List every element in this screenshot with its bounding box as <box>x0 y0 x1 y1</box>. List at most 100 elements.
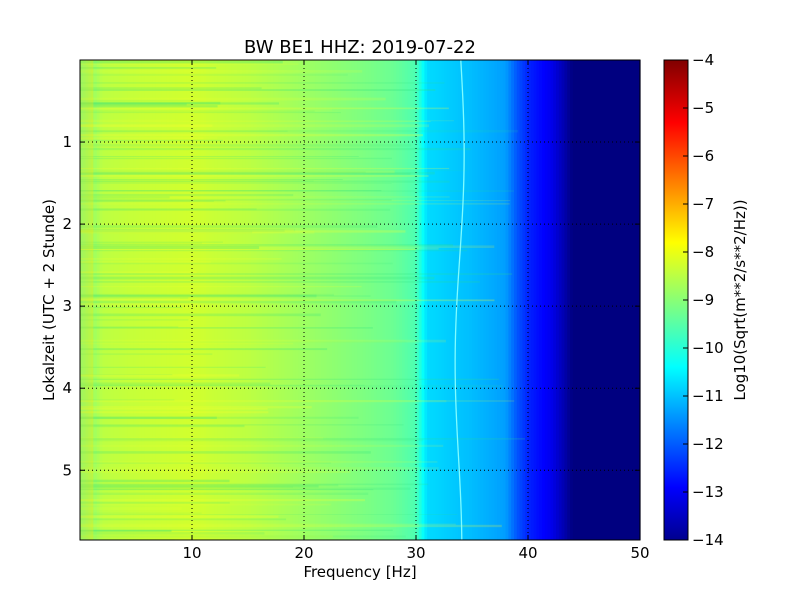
heatmap-stripe <box>80 171 366 173</box>
heatmap-stripe <box>80 535 334 538</box>
heatmap-stripe <box>80 424 245 428</box>
colorbar-ticks: −4 −5 −6 −7 −8 −9 −10 −11 −12 −13 −14 <box>683 51 724 549</box>
heatmap-band <box>435 60 439 540</box>
heatmap-stripe <box>80 460 438 463</box>
heatmap-band <box>236 60 241 540</box>
heatmap-band <box>264 60 269 540</box>
heatmap-band <box>348 60 353 540</box>
heatmap-band <box>592 60 596 540</box>
heatmap-stripe <box>80 479 230 483</box>
heatmap-stripe <box>80 276 435 280</box>
heatmap-band <box>183 60 187 540</box>
heatmap-band <box>130 60 134 540</box>
heatmap-band <box>376 60 381 540</box>
heatmap-band <box>393 60 397 540</box>
heatmap-band <box>530 60 535 540</box>
x-tick-label: 30 <box>406 544 425 562</box>
heatmap-stripe <box>80 483 429 486</box>
heatmap-band <box>572 60 577 540</box>
heatmap-band <box>620 60 624 540</box>
heatmap-band <box>623 60 627 540</box>
heatmap-stripe <box>80 374 173 376</box>
heatmap-band <box>147 60 151 540</box>
heatmap-band <box>438 60 442 540</box>
heatmap-stripe <box>80 242 203 244</box>
heatmap-band <box>267 60 271 540</box>
heatmap-stripe <box>80 416 359 419</box>
heatmap-stripe <box>80 411 269 414</box>
heatmap-stripe <box>80 196 170 199</box>
heatmap-band <box>337 60 341 540</box>
chart-title: BW BE1 HHZ: 2019-07-22 <box>244 37 476 58</box>
grid-lines <box>80 60 640 540</box>
heatmap-band <box>273 60 277 540</box>
heatmap-band <box>127 60 131 540</box>
colorbar-tick-label: −10 <box>692 339 724 357</box>
heatmap-band <box>416 60 420 540</box>
heatmap-stripe <box>80 99 195 102</box>
heatmap-band <box>290 60 294 540</box>
heatmap-band <box>362 60 367 540</box>
heatmap-band <box>631 60 635 540</box>
heatmap-band <box>329 60 333 540</box>
heatmap-band <box>463 60 467 540</box>
heatmap-band <box>295 60 299 540</box>
heatmap-stripe <box>80 229 285 232</box>
heatmap-stripe <box>80 529 393 531</box>
colorbar-tick-label: −4 <box>692 51 714 69</box>
heatmap-band <box>413 60 417 540</box>
heatmap-band <box>152 60 157 540</box>
heatmap-band <box>124 60 129 540</box>
heatmap-band <box>222 60 227 540</box>
heatmap-stripe <box>80 303 198 306</box>
heatmap-band <box>516 60 521 540</box>
heatmap-band <box>589 60 593 540</box>
heatmap-band <box>505 60 509 540</box>
heatmap-band <box>136 60 140 540</box>
heatmap-bands <box>80 60 641 540</box>
heatmap-band <box>110 60 115 540</box>
heatmap-stripe <box>80 144 188 148</box>
heatmap-stripe <box>80 294 317 298</box>
heatmap-stripe <box>80 507 182 511</box>
heatmap-band <box>561 60 565 540</box>
heatmap-stripe <box>80 424 404 426</box>
heatmap-stripe <box>80 326 179 328</box>
heatmap-band <box>371 60 375 540</box>
heatmap-band <box>309 60 313 540</box>
heatmap-band <box>491 60 495 540</box>
heatmap-band <box>144 60 148 540</box>
heatmap-band <box>382 60 386 540</box>
colorbar-label: Log10(Sqrt(m**2/s**2/Hz)) <box>731 199 749 400</box>
heatmap-stripe <box>80 107 449 110</box>
heatmap-stripe <box>80 124 213 127</box>
heatmap-band <box>234 60 238 540</box>
low-frequency-band <box>80 60 94 540</box>
heatmap-band <box>122 60 126 540</box>
heatmap-stripe <box>80 353 213 356</box>
heatmap-band <box>460 60 465 540</box>
heatmap-band <box>281 60 285 540</box>
heatmap-stripe <box>80 241 223 243</box>
heatmap-band <box>206 60 210 540</box>
heatmap-band <box>617 60 621 540</box>
heatmap-stripe <box>80 200 226 202</box>
heatmap-stripe <box>80 281 480 283</box>
heatmap-band <box>544 60 549 540</box>
heatmap-stripe <box>80 499 365 502</box>
heatmap-stripe <box>80 200 214 202</box>
heatmap-stripe <box>80 231 315 234</box>
heatmap-band <box>164 60 168 540</box>
colorbar-tick-label: −9 <box>692 291 714 309</box>
heatmap-stripe <box>80 109 333 111</box>
heatmap-band <box>304 60 308 540</box>
heatmap-band <box>396 60 400 540</box>
heatmap-band <box>477 60 481 540</box>
heatmap-band <box>424 60 428 540</box>
heatmap-stripe <box>80 300 397 304</box>
heatmap-stripe <box>80 399 175 401</box>
heatmap-band <box>446 60 451 540</box>
heatmap-band <box>609 60 613 540</box>
heatmap-stripe <box>80 512 202 514</box>
y-axis-label: Lokalzeit (UTC + 2 Stunde) <box>40 199 58 401</box>
